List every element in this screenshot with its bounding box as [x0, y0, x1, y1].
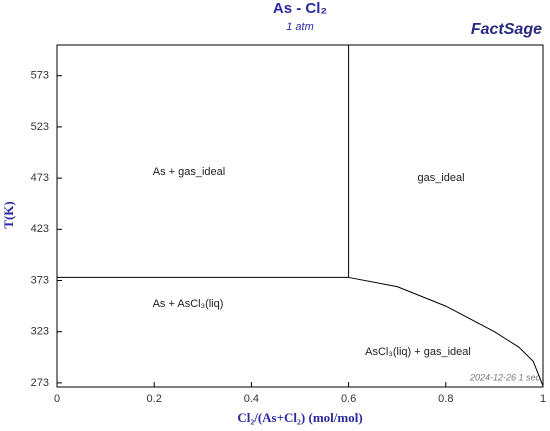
y-tick-label: 573 — [31, 70, 49, 82]
x-tick-label: 0.8 — [438, 393, 453, 405]
region-label: gas_ideal — [417, 172, 464, 184]
phase-boundary — [348, 276, 544, 387]
y-axis-label: T(K) — [1, 201, 16, 228]
region-label: As + gas_ideal — [153, 166, 225, 178]
chart-title: As - Cl₂ — [273, 0, 327, 17]
y-tick-label: 273 — [31, 377, 49, 389]
timestamp: 2024-12-26 1 sec — [469, 372, 541, 382]
y-tick-label: 373 — [31, 274, 49, 286]
x-tick-label: 1 — [540, 393, 546, 405]
x-tick-label: 0.2 — [147, 393, 162, 405]
plot-frame — [56, 44, 544, 388]
chart-subtitle: 1 atm — [286, 21, 314, 33]
y-tick-label: 473 — [31, 172, 49, 184]
x-tick-label: 0.6 — [341, 393, 356, 405]
x-axis-label: Cl₂/(As+Cl₂) (mol/mol) — [237, 410, 362, 425]
region-label: As + AsCl₃(liq) — [153, 298, 224, 310]
logo: FactSage — [471, 21, 542, 38]
x-tick-label: 0 — [54, 393, 60, 405]
region-label: AsCl₃(liq) + gas_ideal — [365, 346, 471, 358]
y-tick-label: 323 — [31, 326, 49, 338]
x-tick-label: 0.4 — [244, 393, 259, 405]
y-tick-label: 423 — [31, 223, 49, 235]
y-tick-label: 523 — [31, 121, 49, 133]
